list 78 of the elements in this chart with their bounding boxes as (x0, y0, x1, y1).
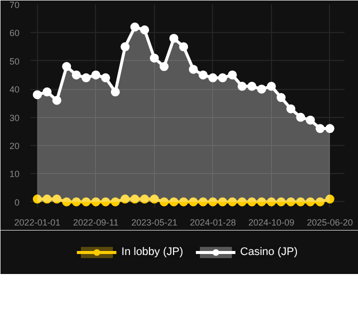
point (325, 194, 334, 204)
point (276, 197, 286, 206)
point (82, 73, 91, 82)
point (316, 197, 325, 206)
point (140, 25, 150, 34)
x-tick-label: 2024-10-09 (248, 218, 294, 228)
point (101, 197, 110, 206)
legend-label: In lobby (JP) (121, 246, 184, 258)
point (306, 116, 315, 125)
point (160, 197, 169, 206)
y-tick-label: 70 (9, 0, 20, 10)
point (32, 90, 42, 100)
point (218, 197, 228, 206)
point (247, 197, 256, 206)
point (228, 70, 237, 80)
point (325, 124, 334, 134)
x-tick-label: 2024-01-28 (190, 218, 236, 228)
point (169, 197, 178, 206)
point (179, 197, 188, 206)
point (72, 197, 81, 206)
point (266, 197, 276, 206)
point (208, 73, 218, 82)
point (72, 70, 81, 80)
point (91, 197, 100, 206)
point (306, 197, 315, 206)
y-tick-label: 0 (14, 197, 20, 208)
point (82, 197, 91, 206)
point (188, 64, 198, 74)
legend-label: Casino (JP) (240, 246, 298, 258)
point (42, 194, 52, 204)
point (42, 87, 52, 96)
point (160, 62, 169, 72)
point (32, 194, 42, 204)
point (228, 197, 237, 206)
y-tick-label: 60 (9, 28, 20, 38)
x-tick-label: 2023-05-21 (131, 218, 178, 228)
point (188, 197, 198, 206)
point (169, 34, 178, 43)
point (140, 194, 150, 204)
point (62, 62, 72, 72)
point (150, 194, 159, 204)
point (238, 197, 247, 206)
x-tick-label: 2022-01-01 (14, 218, 60, 228)
point (130, 22, 140, 32)
point (296, 197, 306, 206)
point (91, 70, 100, 80)
y-tick-label: 10 (9, 169, 20, 180)
point (120, 42, 130, 52)
point (247, 82, 256, 91)
y-tick-label: 20 (9, 140, 20, 151)
point (266, 82, 276, 91)
y-tick-label: 50 (9, 56, 20, 66)
point (257, 197, 266, 206)
point (238, 82, 247, 91)
point (316, 124, 325, 134)
point (101, 73, 110, 82)
point (198, 70, 208, 80)
x-tick-label: 2025-06-20 (306, 218, 353, 228)
point (130, 194, 140, 204)
point (198, 197, 208, 206)
point (208, 197, 218, 206)
point (150, 54, 159, 63)
point (110, 87, 120, 96)
x-tick-label: 2022-09-11 (73, 218, 119, 228)
point (120, 194, 130, 204)
y-tick-label: 40 (9, 84, 20, 95)
point (296, 112, 306, 122)
point (52, 194, 62, 204)
point (218, 73, 228, 82)
y-tick-label: 30 (9, 112, 20, 123)
point (257, 84, 266, 94)
point (179, 42, 188, 52)
point (276, 93, 286, 102)
point (286, 197, 296, 206)
point (286, 104, 296, 114)
point (110, 197, 120, 206)
point (52, 96, 62, 105)
point (62, 197, 72, 206)
